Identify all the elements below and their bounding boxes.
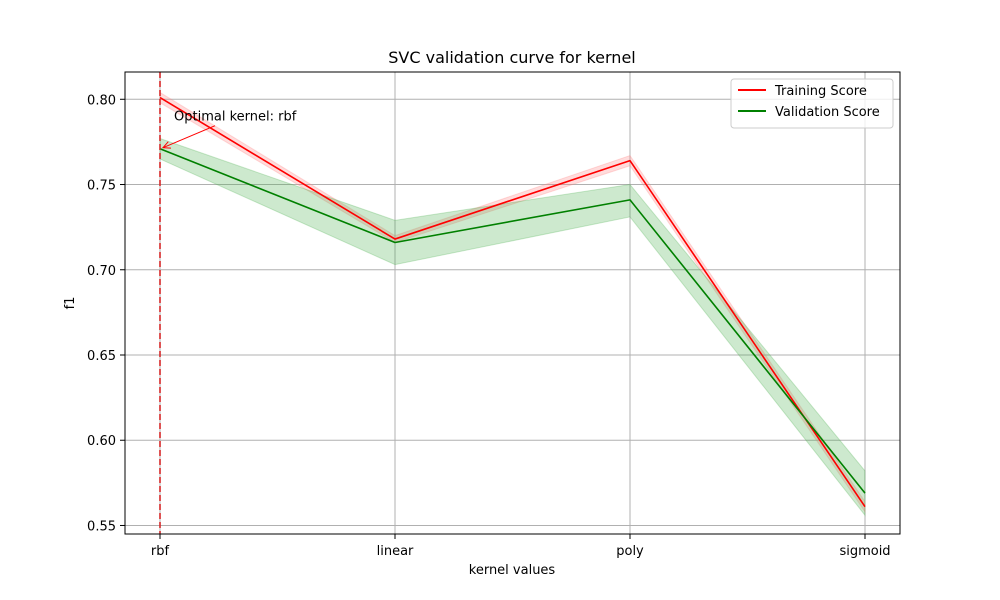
axis-ticks: rbf linear poly sigmoid 0.55 0.60 0.65 0.70 0.75…: [87, 93, 891, 559]
chart-title: SVC validation curve for kernel: [388, 48, 635, 67]
y-axis-title: f1: [63, 297, 78, 310]
legend-label-validation: Validation Score: [775, 105, 880, 120]
y-tick-label: 0.75: [87, 179, 116, 194]
plot-frame: [124, 71, 901, 535]
x-tick-label: poly: [616, 544, 644, 559]
x-axis-title: kernel values: [469, 563, 556, 578]
annotation-arrowhead: [161, 141, 172, 149]
legend-label-training: Training Score: [774, 84, 867, 99]
validation-score-band: [159, 137, 866, 517]
y-tick-label: 0.80: [87, 93, 116, 108]
score-bands: [159, 91, 866, 517]
legend-frame: [730, 78, 894, 129]
legend: Training Score Validation Score: [730, 78, 894, 129]
training-score-band: [159, 91, 866, 514]
training-score-line: [159, 96, 866, 508]
y-tick-label: 0.55: [87, 519, 116, 534]
annotation-arrow: [162, 125, 216, 149]
x-tick-label: rbf: [151, 544, 170, 559]
score-lines: [159, 96, 866, 508]
plot-background: [125, 72, 900, 534]
annotation-label: Optimal kernel: rbf: [174, 110, 297, 125]
validation-score-line: [159, 147, 866, 494]
x-tick-label: sigmoid: [839, 544, 890, 559]
y-tick-label: 0.65: [87, 349, 116, 364]
optimal-marker: Optimal kernel: rbf: [159, 72, 297, 534]
x-tick-label: linear: [377, 544, 414, 559]
y-tick-label: 0.60: [87, 434, 116, 449]
y-tick-label: 0.70: [87, 264, 116, 279]
